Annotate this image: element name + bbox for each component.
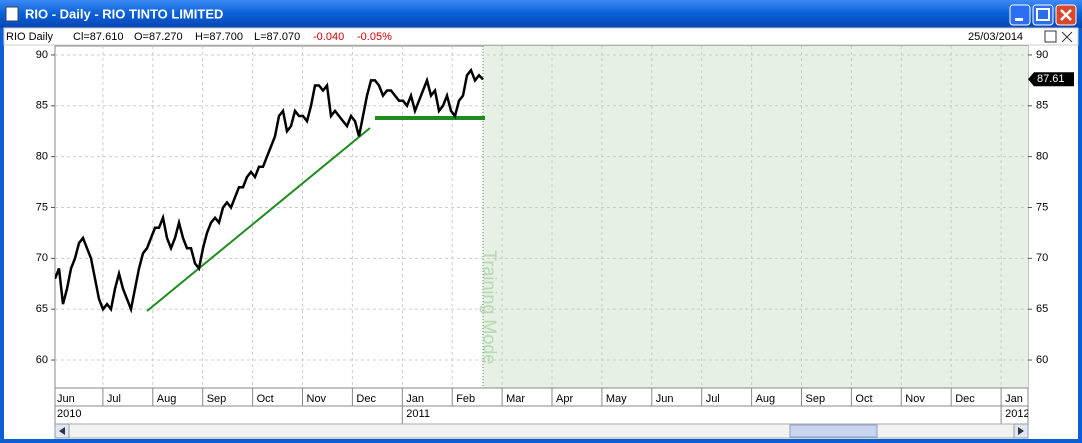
- year-label: 2012: [1005, 408, 1029, 420]
- info-bar: [3, 27, 1079, 46]
- month-label: Jan: [1005, 393, 1023, 405]
- y-tick-label-left: 75: [36, 201, 48, 213]
- month-label: Sep: [806, 393, 826, 405]
- month-label: Jan: [406, 393, 424, 405]
- month-label: Aug: [157, 393, 177, 405]
- change: -0.040: [313, 31, 344, 43]
- y-tick-label-right: 60: [1036, 354, 1048, 366]
- title-bar: [0, 0, 1082, 28]
- training-region: [483, 46, 1028, 388]
- window-title: RIO - Daily - RIO TINTO LIMITED: [25, 6, 223, 21]
- last-value-label: 87.61: [1037, 73, 1065, 85]
- high: H=87.700: [195, 31, 243, 43]
- info-text: RIO Daily Cl=87.610 O=87.270 H=87.700 L=…: [6, 31, 392, 43]
- y-tick-label-right: 80: [1036, 151, 1048, 163]
- open: O=87.270: [134, 31, 183, 43]
- training-mode-label: Training Mode: [479, 250, 499, 364]
- last-value-tag: [1028, 72, 1074, 87]
- change-pct: -0.05%: [357, 31, 392, 43]
- month-label: Jun: [57, 393, 75, 405]
- y-tick-label-right: 90: [1036, 49, 1048, 61]
- arrow-right: [1018, 427, 1024, 435]
- scrollbar[interactable]: [54, 423, 1029, 439]
- low: L=87.070: [254, 31, 300, 43]
- y-tick-label-left: 90: [36, 49, 48, 61]
- close-chart-button[interactable]: [1061, 31, 1073, 43]
- month-label: Nov: [307, 393, 327, 405]
- minimize-button[interactable]: [1009, 4, 1031, 26]
- month-label: Jun: [656, 393, 674, 405]
- month-label: Dec: [356, 393, 376, 405]
- month-label: Mar: [506, 393, 525, 405]
- year-label: 2010: [57, 408, 81, 420]
- month-label: Feb: [456, 393, 475, 405]
- date: 25/03/2014: [968, 31, 1023, 43]
- minimize-icon: [1015, 18, 1023, 21]
- y-tick-label-right: 85: [1036, 100, 1048, 112]
- y-tick-label-left: 70: [36, 252, 48, 264]
- app-icon: [5, 6, 19, 22]
- y-tick-label-right: 65: [1036, 303, 1048, 315]
- month-label: Apr: [556, 393, 573, 405]
- y-tick-label-left: 65: [36, 303, 48, 315]
- restore-button[interactable]: [1044, 30, 1057, 43]
- month-label: Jul: [706, 393, 720, 405]
- month-label: May: [606, 393, 627, 405]
- month-label: Dec: [955, 393, 975, 405]
- month-label: Aug: [756, 393, 776, 405]
- arrow-left: [59, 427, 65, 435]
- y-tick-label-left: 85: [36, 100, 48, 112]
- window-buttons[interactable]: [1009, 4, 1077, 26]
- month-label: Nov: [905, 393, 925, 405]
- symbol: RIO Daily: [6, 31, 54, 43]
- month-label: Jul: [107, 393, 121, 405]
- scroll-thumb[interactable]: [789, 424, 878, 438]
- y-tick-label-right: 70: [1036, 252, 1048, 264]
- y-tick-label-left: 60: [36, 354, 48, 366]
- year-label: 2011: [406, 408, 430, 420]
- y-tick-label-left: 80: [36, 151, 48, 163]
- maximize-icon: [1036, 8, 1050, 21]
- month-label: Oct: [855, 393, 872, 405]
- close: Cl=87.610: [73, 31, 123, 43]
- price-line: [55, 67, 484, 314]
- month-label: Oct: [257, 393, 274, 405]
- trend-line: [146, 127, 371, 312]
- y-tick-label-right: 75: [1036, 201, 1048, 213]
- close-icon: [1060, 9, 1072, 21]
- month-label: Sep: [207, 393, 227, 405]
